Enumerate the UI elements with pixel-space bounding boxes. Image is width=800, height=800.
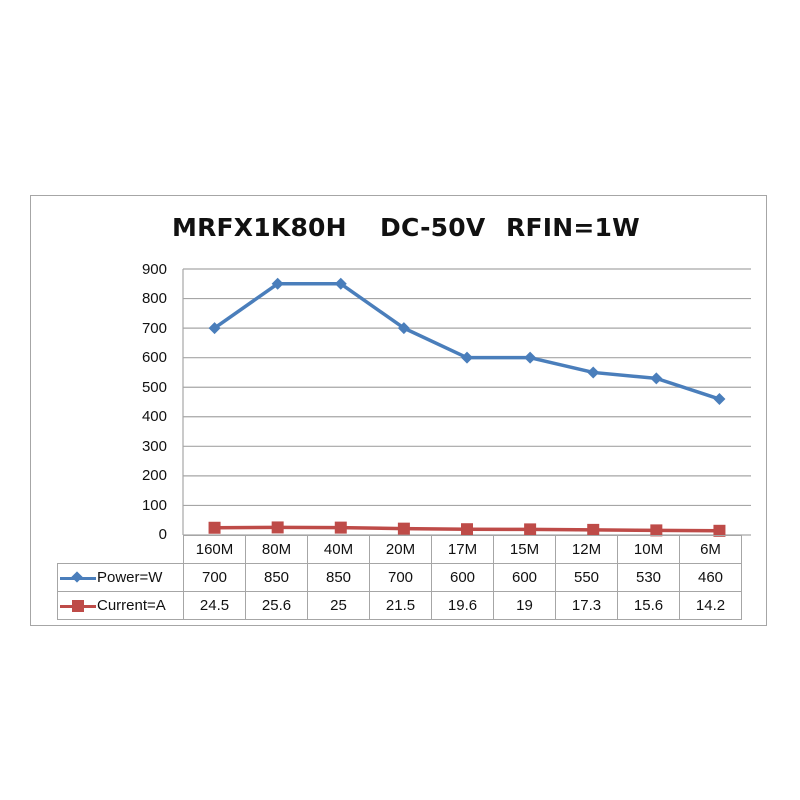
title-model: MRFX1K80H	[172, 213, 347, 242]
title-rfin: RFIN=1W	[506, 213, 640, 242]
square-marker-icon	[334, 521, 347, 534]
diamond-marker-icon	[397, 322, 410, 335]
table-cell: 850	[245, 563, 308, 592]
legend-power: Power=W	[57, 563, 184, 592]
gridlines	[182, 268, 751, 536]
table-cell: 15.6	[617, 591, 680, 620]
category-cell: 15M	[493, 535, 556, 564]
square-marker-icon	[271, 521, 284, 534]
table-row-current: Current=A 24.5 25.6 25 21.5 19.6 19 17.3…	[57, 591, 742, 620]
y-tick: 900	[141, 261, 167, 278]
y-tick: 300	[141, 438, 167, 455]
diamond-marker-icon	[713, 393, 726, 406]
table-row-power: Power=W 700 850 850 700 600 600 550 530 …	[57, 563, 742, 592]
category-cell: 17M	[431, 535, 494, 564]
y-tick: 0	[158, 526, 167, 543]
diamond-marker-icon	[461, 351, 473, 364]
category-cell: 160M	[183, 535, 246, 564]
diamond-marker-icon	[334, 277, 347, 290]
legend-square-icon	[60, 599, 96, 613]
legend-current: Current=A	[57, 591, 184, 620]
square-marker-icon	[397, 522, 410, 535]
y-tick: 400	[141, 408, 167, 425]
table-cell: 850	[307, 563, 370, 592]
table-cell: 17.3	[555, 591, 618, 620]
diamond-marker-icon	[524, 351, 537, 364]
diamond-marker-icon	[650, 372, 663, 385]
category-cell: 20M	[369, 535, 432, 564]
square-marker-icon	[208, 521, 221, 534]
category-cell: 10M	[617, 535, 680, 564]
diamond-marker-icon	[208, 322, 221, 335]
table-cell: 25	[307, 591, 370, 620]
table-cell: 460	[679, 563, 742, 592]
square-marker-icon	[524, 523, 537, 536]
y-tick: 200	[141, 467, 167, 484]
series-lines	[208, 277, 726, 537]
table-cell: 600	[493, 563, 556, 592]
table-cell: 550	[555, 563, 618, 592]
square-marker-icon	[587, 523, 600, 536]
category-cell: 40M	[307, 535, 370, 564]
data-table: 160M 80M 40M 20M 17M 15M 12M 10M 6M Powe…	[57, 535, 742, 620]
category-cell: 12M	[555, 535, 618, 564]
square-marker-icon	[713, 524, 726, 537]
table-cell: 19.6	[431, 591, 494, 620]
table-cell: 25.6	[245, 591, 308, 620]
y-tick: 600	[141, 349, 167, 366]
legend-diamond-icon	[60, 571, 96, 585]
table-cell: 19	[493, 591, 556, 620]
diamond-marker-icon	[271, 277, 284, 290]
legend-label: Power=W	[97, 569, 163, 586]
table-cell: 600	[431, 563, 494, 592]
table-cell: 24.5	[183, 591, 246, 620]
table-cell: 530	[617, 563, 680, 592]
y-tick: 500	[141, 379, 167, 396]
category-row: 160M 80M 40M 20M 17M 15M 12M 10M 6M	[57, 535, 742, 564]
y-tick: 100	[141, 497, 167, 514]
table-cell: 700	[369, 563, 432, 592]
title-voltage: DC-50V	[380, 213, 486, 242]
table-cell: 21.5	[369, 591, 432, 620]
square-marker-icon	[650, 524, 663, 537]
diamond-marker-icon	[587, 366, 600, 379]
category-cell: 6M	[679, 535, 742, 564]
y-tick: 800	[141, 290, 167, 307]
table-cell: 700	[183, 563, 246, 592]
y-tick: 700	[141, 320, 167, 337]
legend-label: Current=A	[97, 597, 166, 614]
table-cell: 14.2	[679, 591, 742, 620]
category-cell: 80M	[245, 535, 308, 564]
square-marker-icon	[461, 523, 473, 536]
